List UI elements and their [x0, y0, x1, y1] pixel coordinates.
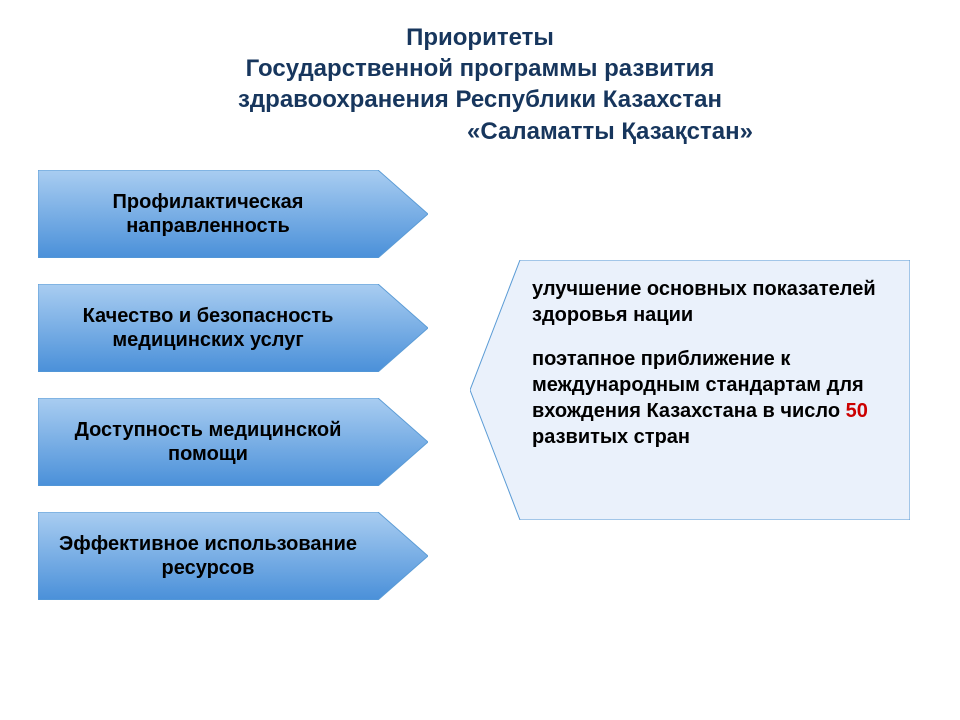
goal-para-2-pre: поэтапное приближение к международным ст…	[532, 348, 864, 422]
goal-para-1: улучшение основных показателей здоровья …	[532, 276, 892, 328]
title-line-3: здравоохранения Республики Казахстан	[0, 84, 960, 115]
goal-text: улучшение основных показателей здоровья …	[532, 276, 892, 468]
priority-arrow-label: Эффективное использование ресурсов	[38, 512, 378, 600]
priority-arrows-column: Профилактическая направленность Качество…	[38, 170, 428, 626]
priority-arrow: Доступность медицинской помощи	[38, 398, 428, 486]
priority-arrow-label: Качество и безопасность медицинских услу…	[38, 284, 378, 372]
title-block: Приоритеты Государственной программы раз…	[0, 22, 960, 147]
goal-para-2-post: развитых стран	[532, 426, 690, 448]
goal-para-2: поэтапное приближение к международным ст…	[532, 346, 892, 450]
title-line-4: «Саламатты Қазақстан»	[0, 116, 960, 147]
priority-arrow: Эффективное использование ресурсов	[38, 512, 428, 600]
goal-highlight-number: 50	[846, 400, 868, 422]
title-line-2: Государственной программы развития	[0, 53, 960, 84]
priority-arrow-label: Доступность медицинской помощи	[38, 398, 378, 486]
title-line-1: Приоритеты	[0, 22, 960, 53]
goal-box: улучшение основных показателей здоровья …	[470, 260, 910, 520]
priority-arrow-label: Профилактическая направленность	[38, 170, 378, 258]
priority-arrow: Качество и безопасность медицинских услу…	[38, 284, 428, 372]
priority-arrow: Профилактическая направленность	[38, 170, 428, 258]
